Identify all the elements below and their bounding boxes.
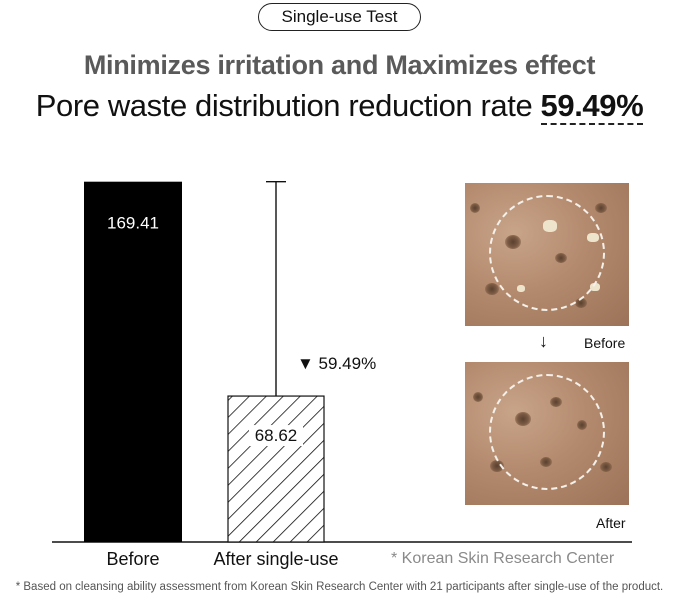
before-photo-label: Before bbox=[584, 335, 626, 351]
source-note: * Korean Skin Research Center bbox=[391, 550, 615, 567]
category-label-after: After single-use bbox=[213, 549, 338, 569]
subtitle: Minimizes irritation and Maximizes effec… bbox=[83, 50, 596, 80]
category-label-before: Before bbox=[106, 549, 159, 569]
before-skin-photo bbox=[465, 183, 629, 326]
value-label-bg bbox=[249, 425, 303, 447]
test-type-badge: Single-use Test bbox=[258, 3, 421, 31]
arrow-down-icon: ↓ bbox=[539, 331, 548, 351]
page-title: Pore waste distribution reduction rate 5… bbox=[0, 88, 679, 125]
title-text: Pore waste distribution reduction rate bbox=[35, 88, 533, 123]
after-skin-photo bbox=[465, 362, 629, 505]
bar-after bbox=[227, 395, 325, 543]
title-highlight-value: 59.49% bbox=[540, 88, 644, 125]
bar-before bbox=[84, 181, 182, 542]
after-photo-label: After bbox=[596, 515, 626, 531]
reduction-annotation: ▼ 59.49% bbox=[297, 354, 376, 373]
footnote: * Based on cleansing ability assessment … bbox=[15, 581, 664, 593]
value-label-after: 68.62 bbox=[255, 426, 298, 445]
value-label-before: 169.41 bbox=[107, 214, 159, 233]
